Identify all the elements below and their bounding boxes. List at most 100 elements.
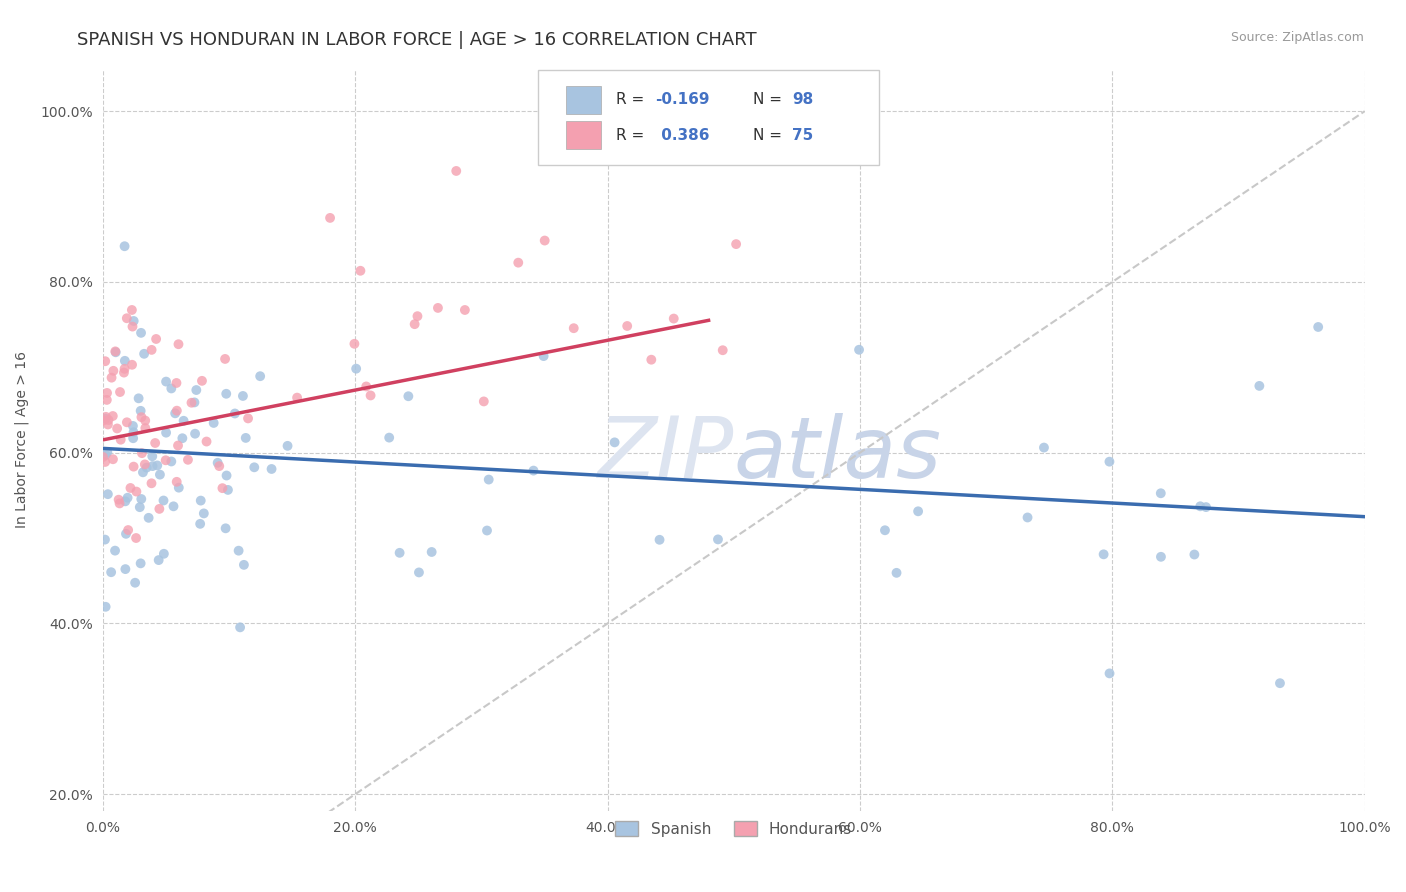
Hondurans bbox=[725, 237, 748, 252]
Hondurans bbox=[141, 476, 163, 491]
Hondurans bbox=[177, 452, 200, 467]
Hondurans bbox=[533, 234, 555, 248]
Spanish bbox=[1033, 441, 1056, 455]
Text: R =: R = bbox=[616, 128, 650, 143]
Spanish bbox=[190, 493, 212, 508]
Spanish bbox=[134, 347, 156, 361]
Spanish bbox=[1189, 500, 1212, 514]
Hondurans bbox=[122, 459, 145, 474]
FancyBboxPatch shape bbox=[567, 86, 602, 114]
Text: -0.169: -0.169 bbox=[655, 93, 710, 107]
Spanish bbox=[142, 459, 165, 474]
Spanish bbox=[129, 404, 152, 418]
Text: ZIP: ZIP bbox=[598, 413, 734, 496]
Hondurans bbox=[444, 164, 467, 178]
Spanish bbox=[478, 473, 501, 487]
Text: N =: N = bbox=[752, 93, 786, 107]
Hondurans bbox=[472, 394, 495, 409]
Spanish bbox=[344, 361, 367, 376]
Hondurans bbox=[121, 358, 143, 372]
Hondurans bbox=[426, 301, 449, 315]
Hondurans bbox=[167, 438, 190, 452]
Text: Source: ZipAtlas.com: Source: ZipAtlas.com bbox=[1230, 31, 1364, 45]
Hondurans bbox=[117, 523, 139, 537]
Hondurans bbox=[103, 364, 125, 378]
Spanish bbox=[128, 500, 150, 515]
Hondurans bbox=[105, 421, 128, 435]
Hondurans bbox=[145, 332, 167, 346]
Spanish bbox=[129, 326, 152, 340]
Hondurans bbox=[211, 481, 233, 495]
Hondurans bbox=[121, 319, 143, 334]
Spanish bbox=[124, 575, 146, 590]
Hondurans bbox=[214, 351, 236, 366]
Spanish bbox=[155, 375, 177, 389]
Spanish bbox=[207, 456, 229, 470]
Spanish bbox=[96, 445, 118, 459]
Hondurans bbox=[360, 388, 382, 402]
Text: N =: N = bbox=[752, 128, 786, 143]
Spanish bbox=[1249, 379, 1271, 393]
Spanish bbox=[152, 493, 174, 508]
Hondurans bbox=[143, 436, 166, 450]
Spanish bbox=[172, 431, 194, 445]
Spanish bbox=[1150, 549, 1173, 564]
Hondurans bbox=[141, 343, 163, 357]
Spanish bbox=[146, 458, 169, 473]
Hondurans bbox=[94, 354, 117, 368]
Spanish bbox=[1150, 486, 1173, 500]
Hondurans bbox=[100, 370, 122, 384]
Spanish bbox=[235, 431, 257, 445]
Spanish bbox=[1098, 455, 1121, 469]
Spanish bbox=[522, 464, 544, 478]
Spanish bbox=[114, 239, 136, 253]
Spanish bbox=[162, 500, 184, 514]
Hondurans bbox=[101, 409, 124, 423]
Hondurans bbox=[114, 361, 136, 376]
Hondurans bbox=[711, 343, 734, 358]
Spanish bbox=[104, 345, 127, 359]
Hondurans bbox=[166, 475, 188, 489]
FancyBboxPatch shape bbox=[538, 70, 879, 165]
Spanish bbox=[229, 620, 252, 634]
Hondurans bbox=[97, 417, 120, 432]
Spanish bbox=[648, 533, 671, 547]
Spanish bbox=[215, 468, 238, 483]
Hondurans bbox=[343, 336, 366, 351]
Hondurans bbox=[166, 403, 188, 417]
Spanish bbox=[188, 516, 211, 531]
Spanish bbox=[217, 483, 239, 497]
Spanish bbox=[122, 425, 145, 440]
Spanish bbox=[249, 369, 271, 384]
Spanish bbox=[155, 425, 177, 440]
Spanish bbox=[1268, 676, 1291, 690]
Text: atlas: atlas bbox=[734, 413, 942, 496]
Spanish bbox=[100, 565, 122, 579]
Spanish bbox=[114, 353, 136, 368]
Text: SPANISH VS HONDURAN IN LABOR FORCE | AGE > 16 CORRELATION CHART: SPANISH VS HONDURAN IN LABOR FORCE | AGE… bbox=[77, 31, 756, 49]
Hondurans bbox=[125, 484, 148, 499]
Spanish bbox=[533, 349, 555, 363]
Spanish bbox=[122, 314, 145, 328]
Hondurans bbox=[91, 450, 114, 464]
Hondurans bbox=[104, 344, 127, 359]
Text: R =: R = bbox=[616, 93, 650, 107]
Hondurans bbox=[93, 413, 115, 427]
Hondurans bbox=[97, 413, 120, 427]
Hondurans bbox=[167, 337, 190, 351]
Hondurans bbox=[134, 421, 156, 435]
Hondurans bbox=[148, 501, 170, 516]
Hondurans bbox=[454, 303, 477, 318]
Hondurans bbox=[134, 413, 156, 427]
Spanish bbox=[232, 558, 254, 572]
Spanish bbox=[388, 546, 411, 560]
Spanish bbox=[907, 504, 929, 518]
Spanish bbox=[153, 547, 176, 561]
Spanish bbox=[408, 566, 430, 580]
Spanish bbox=[378, 431, 401, 445]
Spanish bbox=[1017, 510, 1039, 524]
Spanish bbox=[97, 487, 120, 501]
Spanish bbox=[135, 460, 157, 475]
Hondurans bbox=[508, 255, 530, 269]
Spanish bbox=[167, 481, 190, 495]
